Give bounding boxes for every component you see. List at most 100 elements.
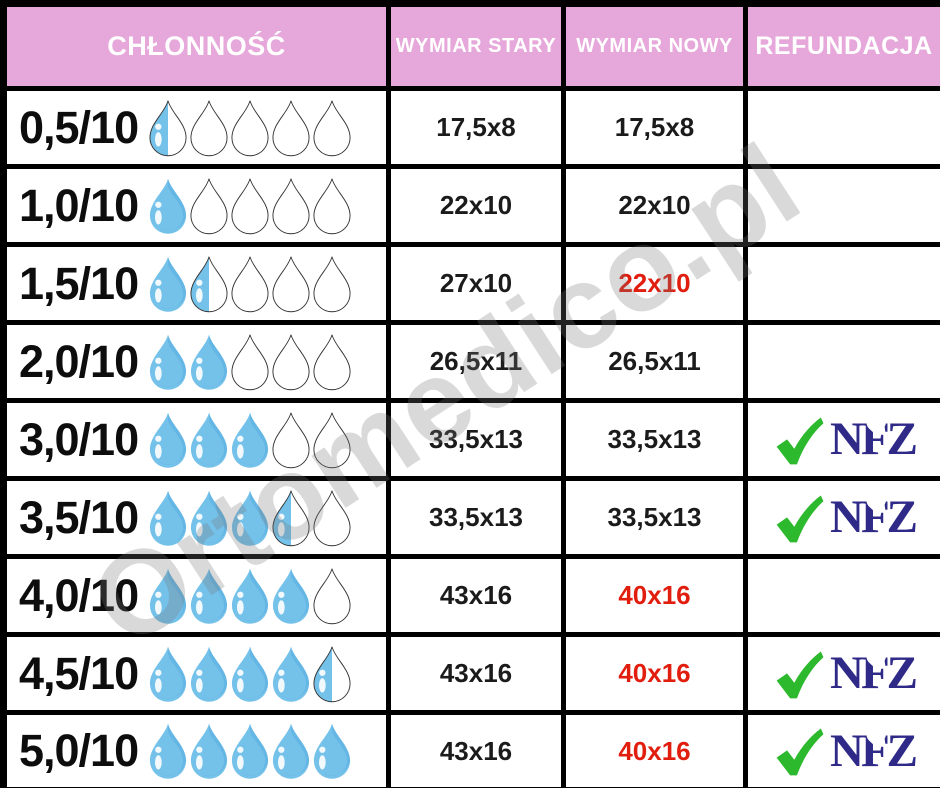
white-heart-icon: ♥ <box>862 645 892 680</box>
old-size-cell: 43x16 <box>386 554 566 637</box>
water-drop-icon-full <box>232 412 269 468</box>
header-row: CHŁONNOŚĆ WYMIAR STARY WYMIAR NOWY REFUN… <box>1 1 940 91</box>
water-drop-icon-half <box>149 100 187 156</box>
water-drop-icon-full <box>232 646 269 702</box>
water-drop-icon-full <box>273 568 310 624</box>
water-drop-icon-full <box>191 646 228 702</box>
old-size-value: 33,5x13 <box>429 424 523 454</box>
new-size-cell: 40x16 <box>561 710 748 788</box>
new-size-value: 40x16 <box>618 580 691 610</box>
water-drop-icon-full <box>232 490 269 546</box>
absorbency-label: 1,5/10 <box>19 257 139 309</box>
table-row: 2,0/10 26,5x11 26,5x11 <box>1 320 940 403</box>
water-drop-icon-full <box>191 490 228 546</box>
old-size-cell: 17,5x8 <box>386 86 566 169</box>
green-check-icon <box>776 651 824 698</box>
refund-cell <box>743 164 940 247</box>
green-check-icon <box>776 417 824 464</box>
absorbency-cell: 4,0/10 <box>1 554 391 637</box>
nfz-refund-badge: NFZ ♥ <box>751 640 939 708</box>
absorbency-label: 1,0/10 <box>19 179 139 231</box>
water-drop-icon-empty <box>272 100 310 156</box>
nfz-logo: NFZ ♥ <box>830 489 918 543</box>
green-check-icon <box>776 728 824 776</box>
water-drop-icon-full <box>150 178 187 234</box>
water-drop-icon-full <box>150 568 187 624</box>
absorbency-cell: 3,0/10 <box>1 398 391 481</box>
water-drop-icon-full <box>314 723 351 779</box>
new-size-cell: 22x10 <box>561 242 748 325</box>
water-drop-icon-empty <box>231 178 269 234</box>
droplet-rating <box>146 411 354 469</box>
old-size-cell: 27x10 <box>386 242 566 325</box>
table-row: 5,0/10 43x16 40x16 NFZ ♥ <box>1 710 940 788</box>
new-size-cell: 40x16 <box>561 632 748 715</box>
new-size-cell: 22x10 <box>561 164 748 247</box>
green-check-icon <box>776 495 824 542</box>
absorbency-label: 3,0/10 <box>19 413 139 465</box>
old-size-cell: 22x10 <box>386 164 566 247</box>
absorbency-cell: 4,5/10 <box>1 632 391 715</box>
refund-cell <box>743 86 940 169</box>
table-row: 1,5/10 27x10 22x10 <box>1 242 940 325</box>
water-drop-icon-empty <box>190 100 228 156</box>
absorbency-cell: 3,5/10 <box>1 476 391 559</box>
new-size-value: 40x16 <box>618 735 691 766</box>
new-size-value: 40x16 <box>618 658 691 688</box>
water-drop-icon-empty <box>231 334 269 390</box>
water-drop-icon-full <box>150 646 187 702</box>
water-drop-icon-empty <box>272 334 310 390</box>
water-drop-icon-empty <box>272 256 310 312</box>
water-drop-icon-empty <box>272 412 310 468</box>
absorbency-cell: 1,0/10 <box>1 164 391 247</box>
water-drop-icon-full <box>191 723 228 779</box>
refund-cell <box>743 554 940 637</box>
old-size-value: 22x10 <box>439 190 513 220</box>
water-drop-icon-full <box>150 490 187 546</box>
old-size-value: 33,5x13 <box>429 502 523 532</box>
new-size-cell: 17,5x8 <box>561 86 748 169</box>
new-size-value: 22x10 <box>618 190 691 220</box>
droplet-rating <box>146 333 354 391</box>
old-size-cell: 33,5x13 <box>386 476 566 559</box>
refund-cell: NFZ ♥ <box>743 710 940 788</box>
water-drop-icon-full <box>150 334 187 390</box>
white-heart-icon: ♥ <box>862 411 892 446</box>
water-drop-icon-full <box>191 334 228 390</box>
old-size-value: 17,5x8 <box>436 112 516 142</box>
droplet-rating <box>146 177 354 235</box>
new-size-value: 17,5x8 <box>614 112 695 142</box>
droplet-rating <box>146 489 354 547</box>
new-size-value: 22x10 <box>618 268 691 298</box>
water-drop-icon-full <box>273 646 310 702</box>
absorbency-label: 4,0/10 <box>19 569 139 621</box>
absorbency-label: 5,0/10 <box>19 725 139 776</box>
water-drop-icon-half <box>190 256 228 312</box>
water-drop-icon-full <box>150 723 187 779</box>
water-drop-icon-full <box>150 256 187 312</box>
header-refundacja: REFUNDACJA <box>743 1 940 91</box>
water-drop-icon-half <box>313 646 351 702</box>
old-size-cell: 26,5x11 <box>386 320 566 403</box>
water-drop-icon-empty <box>313 256 351 312</box>
water-drop-icon-full <box>273 723 310 779</box>
old-size-value: 27x10 <box>439 268 513 298</box>
water-drop-icon-empty <box>313 334 351 390</box>
nfz-logo: NFZ ♥ <box>830 722 918 777</box>
old-size-value: 43x16 <box>439 735 513 766</box>
new-size-cell: 26,5x11 <box>561 320 748 403</box>
old-size-value: 26,5x11 <box>429 346 523 376</box>
nfz-refund-badge: NFZ ♥ <box>751 718 939 786</box>
water-drop-icon-half <box>272 490 310 546</box>
nfz-refund-badge: NFZ ♥ <box>751 484 939 552</box>
water-drop-icon-full <box>191 412 228 468</box>
water-drop-icon-empty <box>313 178 351 234</box>
table-row: 4,0/10 43x16 40x16 <box>1 554 940 637</box>
water-drop-icon-full <box>232 568 269 624</box>
nfz-logo: NFZ ♥ <box>830 645 918 699</box>
white-heart-icon: ♥ <box>862 489 892 524</box>
water-drop-icon-empty <box>231 100 269 156</box>
new-size-cell: 33,5x13 <box>561 398 748 481</box>
